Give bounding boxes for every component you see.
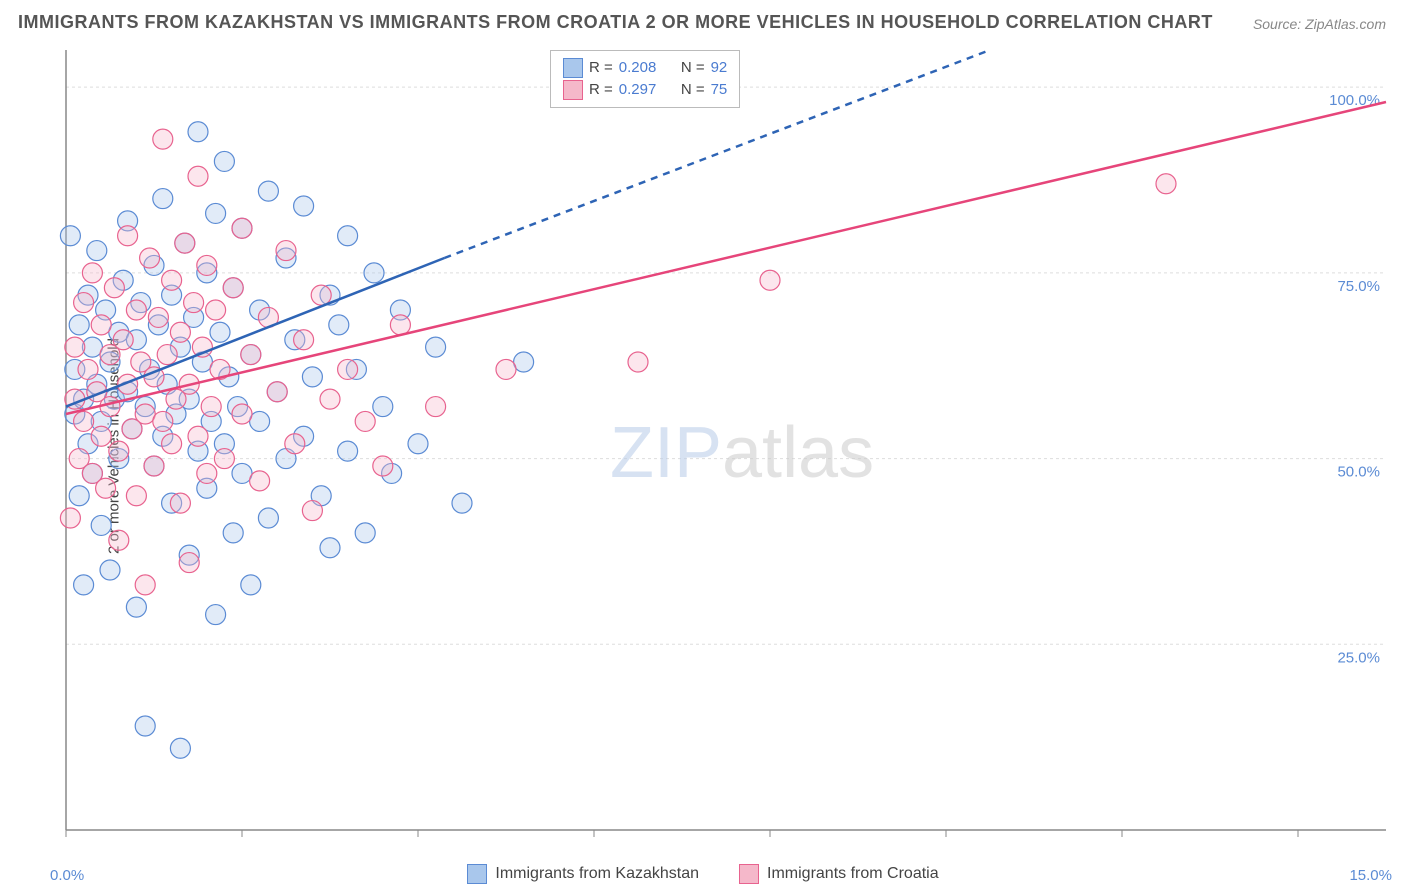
legend-item-croatia: Immigrants from Croatia (739, 864, 939, 884)
legend-swatch-kazakhstan (467, 864, 487, 884)
stats-legend-box: R = 0.208 N = 92 R = 0.297 N = 75 (550, 50, 740, 108)
legend-swatch-croatia (739, 864, 759, 884)
x-axis-min-label: 0.0% (50, 867, 84, 884)
svg-text:25.0%: 25.0% (1337, 649, 1380, 666)
stats-swatch (563, 80, 583, 100)
x-axis-max-label: 15.0% (1349, 867, 1392, 884)
svg-text:75.0%: 75.0% (1337, 278, 1380, 295)
chart-title: IMMIGRANTS FROM KAZAKHSTAN VS IMMIGRANTS… (18, 12, 1213, 33)
svg-text:50.0%: 50.0% (1337, 464, 1380, 481)
legend-label-kazakhstan: Immigrants from Kazakhstan (495, 865, 699, 883)
svg-text:100.0%: 100.0% (1329, 92, 1380, 109)
stats-legend-row: R = 0.297 N = 75 (563, 79, 727, 101)
legend-label-croatia: Immigrants from Croatia (767, 865, 939, 883)
stats-swatch (563, 58, 583, 78)
source-attribution: Source: ZipAtlas.com (1253, 16, 1386, 32)
bottom-legend: Immigrants from Kazakhstan Immigrants fr… (0, 864, 1406, 884)
legend-item-kazakhstan: Immigrants from Kazakhstan (467, 864, 699, 884)
stats-legend-row: R = 0.208 N = 92 (563, 57, 727, 79)
chart-area: 25.0%50.0%75.0%100.0% ZIPatlas R = 0.208… (50, 42, 1396, 852)
scatter-chart-svg: 25.0% 50.0% 75.0% 100.0% (50, 42, 1396, 852)
